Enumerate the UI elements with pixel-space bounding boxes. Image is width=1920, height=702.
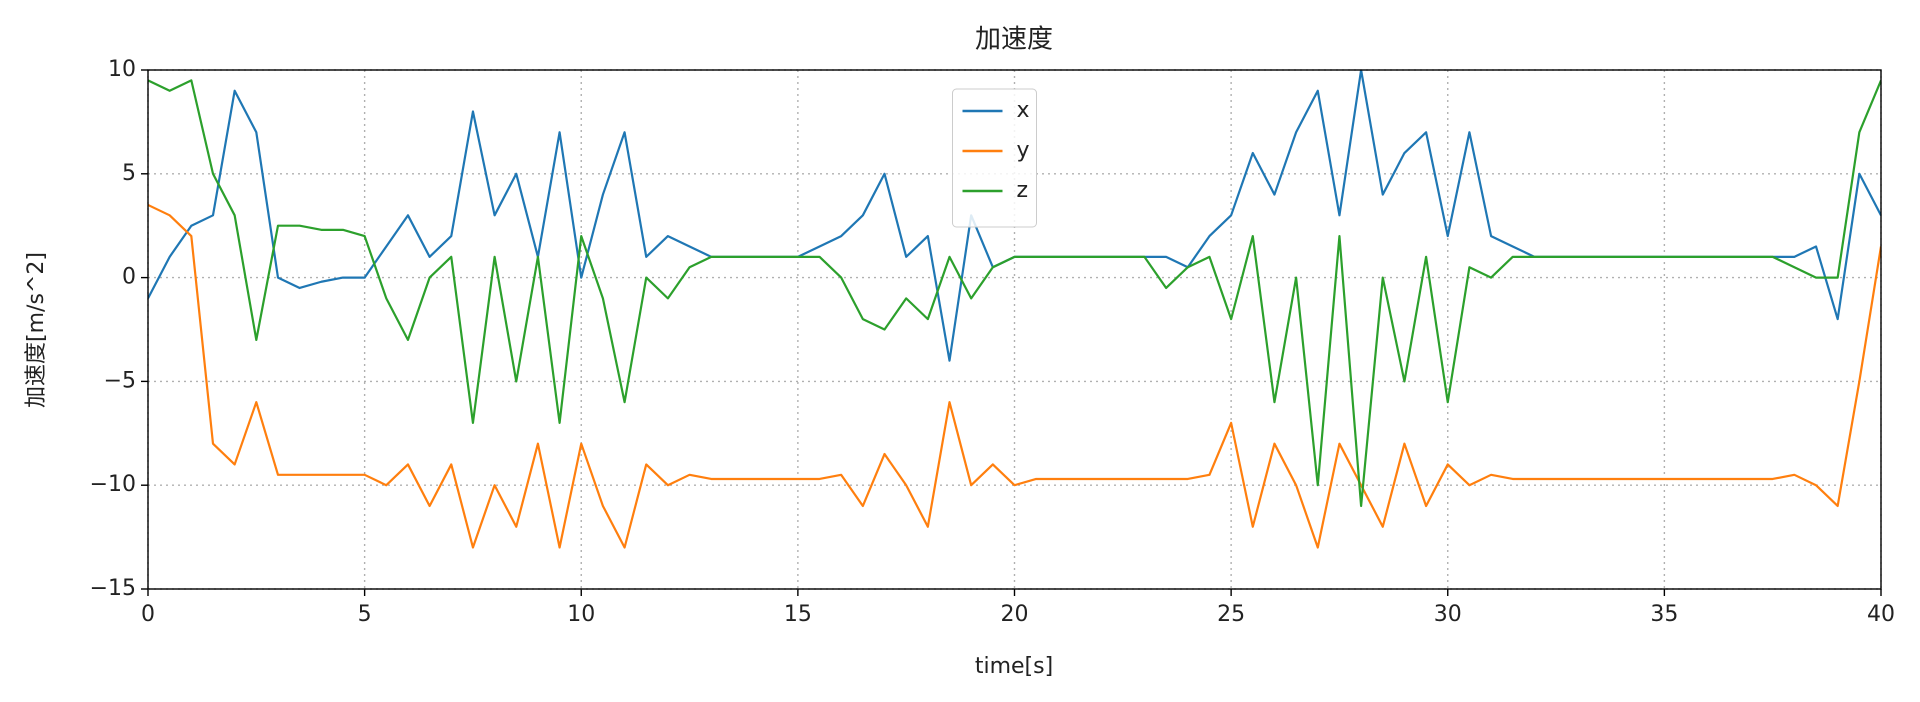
chart-title: 加速度 (975, 25, 1053, 55)
x-tick-label: 0 (141, 602, 155, 627)
legend-label: x (1017, 98, 1030, 123)
x-tick-label: 10 (567, 602, 595, 627)
x-tick-label: 35 (1650, 602, 1678, 627)
x-tick-label: 40 (1867, 602, 1895, 627)
x-tick-label: 5 (358, 602, 372, 627)
legend-label: y (1017, 138, 1030, 163)
y-axis-label: 加速度[m/s^2] (24, 252, 49, 408)
x-tick-label: 30 (1434, 602, 1462, 627)
y-tick-label: −15 (90, 576, 136, 601)
legend: xyz (952, 88, 1037, 228)
x-tick-label: 15 (784, 602, 812, 627)
legend-box (952, 88, 1037, 228)
y-tick-label: −10 (90, 472, 136, 497)
x-tick-label: 20 (1001, 602, 1029, 627)
legend-label: z (1017, 178, 1029, 203)
y-tick-label: 5 (122, 161, 136, 186)
y-tick-label: 10 (108, 57, 136, 82)
x-axis-label: time[s] (975, 654, 1053, 679)
y-tick-label: −5 (104, 368, 136, 393)
y-tick-label: 0 (122, 265, 136, 290)
series-line (148, 79, 1881, 508)
series-line (148, 203, 1881, 549)
plot-frame (147, 69, 1882, 590)
plot-area (148, 70, 1881, 549)
x-tick-label: 25 (1217, 602, 1245, 627)
